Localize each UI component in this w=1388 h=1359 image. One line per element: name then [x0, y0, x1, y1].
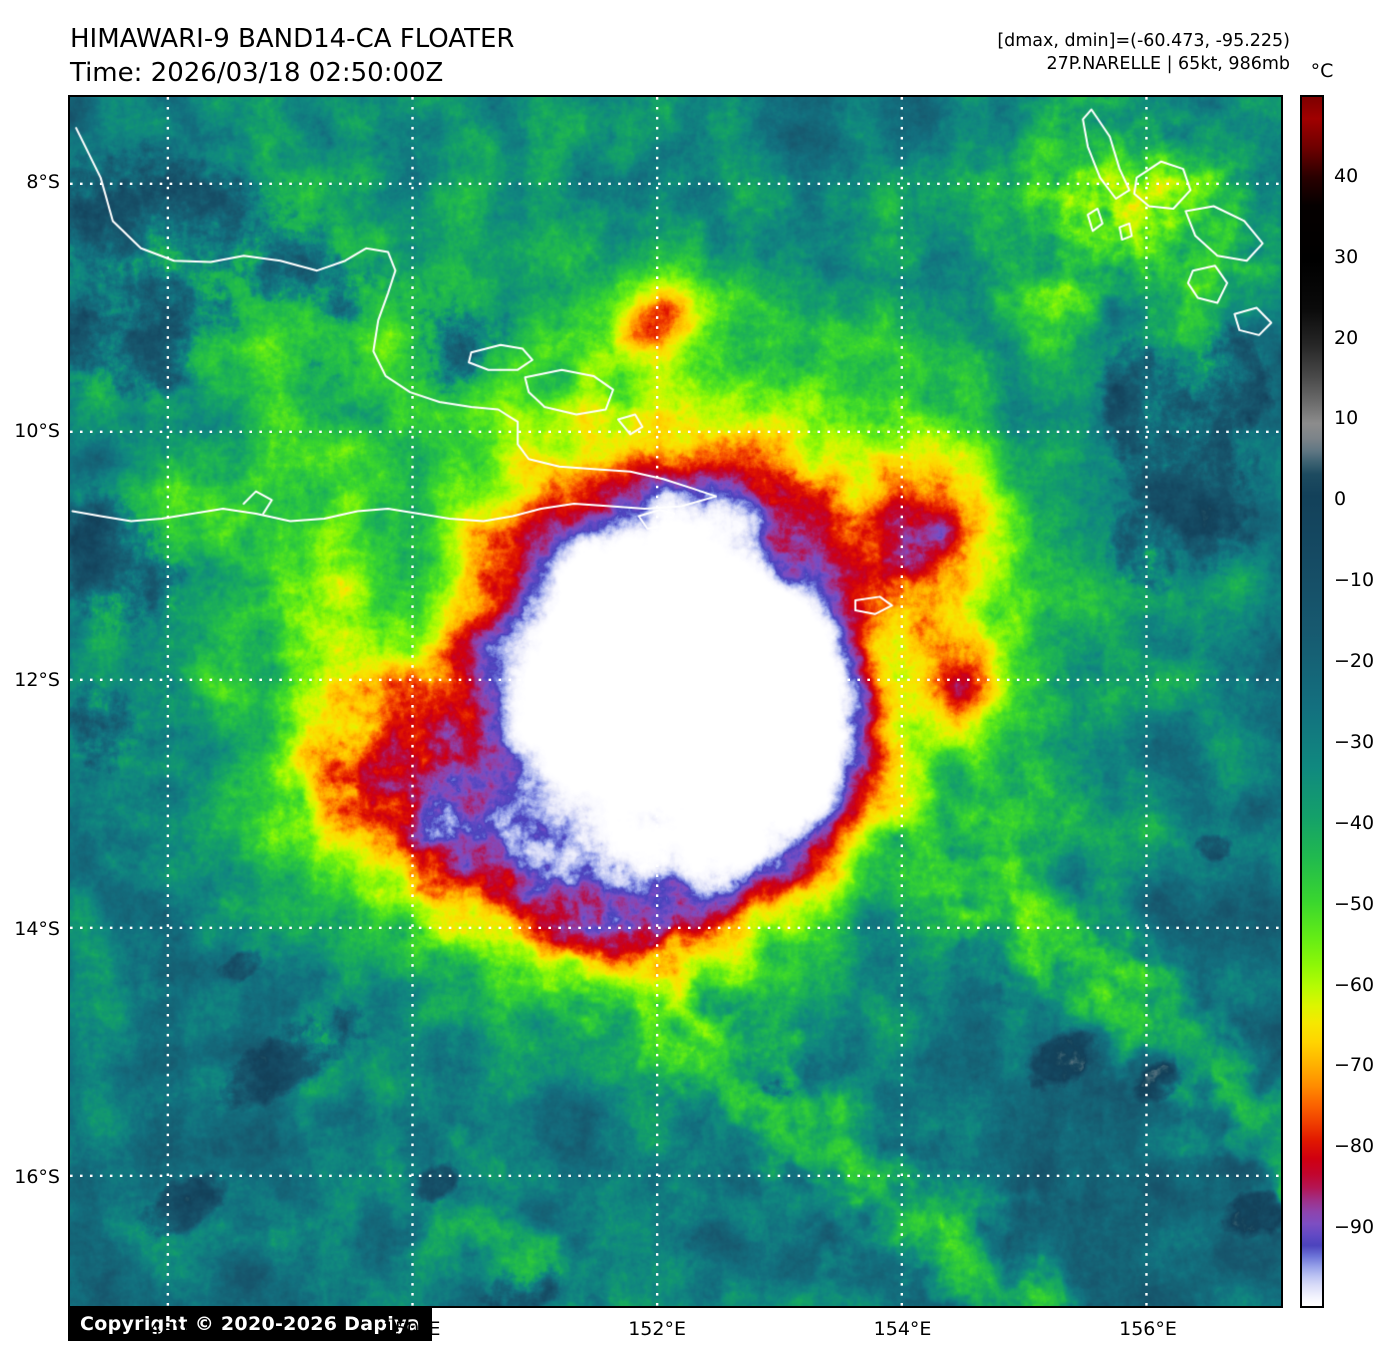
colorbar-tick-8: −40	[1334, 811, 1375, 834]
colorbar[interactable]: 40 30 20 10 0 −10 −20 −30 −40 −50 −60 −70 −80 −90	[1300, 95, 1374, 1308]
storm-info-label: 27P.NARELLE | 65kt, 986mb	[1046, 54, 1290, 74]
lat-lon-graticule	[70, 97, 1281, 1306]
colorbar-tick-10: −60	[1334, 973, 1375, 996]
colorbar-tick-1: 30	[1334, 245, 1359, 268]
colorbar-tick-7: −30	[1334, 730, 1375, 753]
y-axis-tick-2: 12°S	[14, 668, 60, 691]
colorbar-tick-13: −90	[1334, 1216, 1375, 1239]
colorbar-tick-4: 0	[1334, 488, 1347, 511]
y-axis-tick-1: 10°S	[14, 419, 60, 442]
page-title: HIMAWARI-9 BAND14-CA FLOATER Time: 2026/…	[70, 22, 770, 90]
colorbar-tick-2: 20	[1334, 326, 1359, 349]
metadata-block: [dmax, dmin]=(-60.473, -95.225) 27P.NARE…	[997, 30, 1290, 76]
y-axis-tick-4: 16°S	[14, 1166, 60, 1189]
colorbar-unit-label: °C	[1310, 60, 1334, 82]
infrared-satellite-imagery	[70, 97, 1281, 1306]
colorbar-gradient	[1300, 95, 1324, 1308]
x-axis-tick-3: 154°E	[873, 1318, 932, 1340]
colorbar-tick-9: −50	[1334, 892, 1375, 915]
product-title: HIMAWARI-9 BAND14-CA FLOATER	[70, 24, 515, 54]
data-minmax-label: [dmax, dmin]=(-60.473, -95.225)	[997, 31, 1290, 51]
colorbar-tick-0: 40	[1334, 164, 1359, 187]
copyright-watermark: Copyright © 2020-2026 Dapiya	[68, 1308, 432, 1341]
x-axis-tick-2: 152°E	[628, 1318, 686, 1340]
colorbar-tick-5: −10	[1334, 569, 1375, 592]
colorbar-tick-12: −80	[1334, 1135, 1375, 1158]
colorbar-tick-6: −20	[1334, 650, 1375, 673]
colorbar-tick-3: 10	[1334, 407, 1359, 430]
colorbar-tick-11: −70	[1334, 1054, 1375, 1077]
y-axis-tick-3: 14°S	[14, 917, 60, 940]
satellite-image-plot[interactable]	[68, 95, 1283, 1308]
product-time: Time: 2026/03/18 02:50:00Z	[70, 58, 444, 88]
y-axis-tick-0: 8°S	[26, 171, 60, 194]
x-axis-tick-4: 156°E	[1119, 1318, 1177, 1340]
